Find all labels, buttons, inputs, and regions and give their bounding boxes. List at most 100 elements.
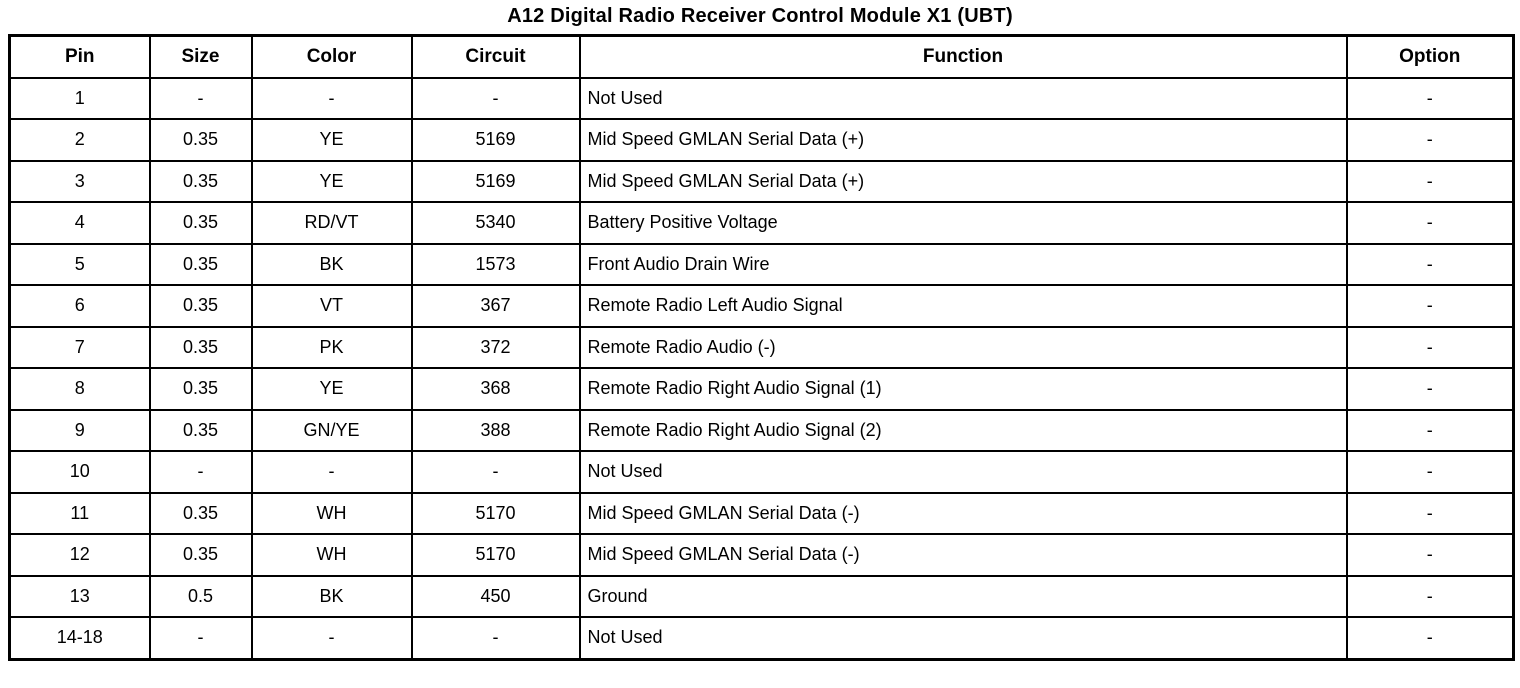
cell-size: 0.35	[148, 491, 253, 535]
cell-size: 0.35	[148, 159, 253, 203]
cell-function: Battery Positive Voltage	[578, 201, 1348, 245]
cell-option: -	[1345, 408, 1515, 452]
cell-color: -	[250, 450, 413, 494]
table-row: 12 0.35 WH 5170 Mid Speed GMLAN Serial D…	[8, 533, 1515, 577]
table-row: 11 0.35 WH 5170 Mid Speed GMLAN Serial D…	[8, 491, 1515, 535]
cell-function: Not Used	[578, 76, 1348, 120]
cell-option: -	[1345, 491, 1515, 535]
cell-circuit: 367	[410, 284, 581, 328]
cell-pin: 13	[8, 574, 151, 618]
cell-function: Mid Speed GMLAN Serial Data (+)	[578, 118, 1348, 162]
col-header-pin: Pin	[8, 34, 151, 79]
cell-size: -	[148, 76, 253, 120]
cell-color: WH	[250, 491, 413, 535]
col-header-color: Color	[250, 34, 413, 79]
cell-pin: 8	[8, 367, 151, 411]
cell-function: Remote Radio Audio (-)	[578, 325, 1348, 369]
cell-pin: 1	[8, 76, 151, 120]
cell-circuit: 5170	[410, 533, 581, 577]
cell-color: -	[250, 76, 413, 120]
cell-function: Not Used	[578, 616, 1348, 660]
cell-size: 0.35	[148, 533, 253, 577]
cell-color: VT	[250, 284, 413, 328]
cell-pin: 5	[8, 242, 151, 286]
cell-color: BK	[250, 574, 413, 618]
cell-function: Mid Speed GMLAN Serial Data (-)	[578, 491, 1348, 535]
cell-option: -	[1345, 76, 1515, 120]
cell-function: Ground	[578, 574, 1348, 618]
col-header-option: Option	[1345, 34, 1515, 79]
cell-function: Mid Speed GMLAN Serial Data (-)	[578, 533, 1348, 577]
cell-pin: 3	[8, 159, 151, 203]
page-title: A12 Digital Radio Receiver Control Modul…	[507, 5, 1013, 27]
col-header-circuit: Circuit	[410, 34, 581, 79]
cell-function: Remote Radio Left Audio Signal	[578, 284, 1348, 328]
header-row: Pin Size Color Circuit Function Option	[8, 34, 1515, 79]
cell-circuit: -	[410, 450, 581, 494]
table-row: 1 - - - Not Used -	[8, 76, 1515, 120]
cell-circuit: 388	[410, 408, 581, 452]
cell-circuit: 5340	[410, 201, 581, 245]
table-row: 5 0.35 BK 1573 Front Audio Drain Wire -	[8, 242, 1515, 286]
cell-pin: 4	[8, 201, 151, 245]
cell-pin: 2	[8, 118, 151, 162]
cell-circuit: -	[410, 616, 581, 660]
table-row: 10 - - - Not Used -	[8, 450, 1515, 494]
cell-pin: 10	[8, 450, 151, 494]
cell-color: WH	[250, 533, 413, 577]
cell-color: YE	[250, 367, 413, 411]
cell-color: RD/VT	[250, 201, 413, 245]
table-row: 2 0.35 YE 5169 Mid Speed GMLAN Serial Da…	[8, 118, 1515, 162]
cell-circuit: 368	[410, 367, 581, 411]
cell-size: -	[148, 616, 253, 660]
cell-size: 0.35	[148, 242, 253, 286]
cell-option: -	[1345, 616, 1515, 660]
cell-pin: 14-18	[8, 616, 151, 660]
cell-color: PK	[250, 325, 413, 369]
cell-pin: 9	[8, 408, 151, 452]
cell-circuit: 5169	[410, 159, 581, 203]
cell-option: -	[1345, 201, 1515, 245]
cell-size: 0.35	[148, 201, 253, 245]
table-row: 8 0.35 YE 368 Remote Radio Right Audio S…	[8, 367, 1515, 411]
table-row: 14-18 - - - Not Used -	[8, 616, 1515, 660]
cell-function: Mid Speed GMLAN Serial Data (+)	[578, 159, 1348, 203]
cell-circuit: -	[410, 76, 581, 120]
table-row: 9 0.35 GN/YE 388 Remote Radio Right Audi…	[8, 408, 1515, 452]
cell-color: YE	[250, 118, 413, 162]
cell-option: -	[1345, 159, 1515, 203]
cell-circuit: 372	[410, 325, 581, 369]
cell-size: 0.35	[148, 408, 253, 452]
table-row: 13 0.5 BK 450 Ground -	[8, 574, 1515, 618]
cell-size: 0.35	[148, 118, 253, 162]
cell-circuit: 1573	[410, 242, 581, 286]
cell-option: -	[1345, 118, 1515, 162]
table-row: 6 0.35 VT 367 Remote Radio Left Audio Si…	[8, 284, 1515, 328]
cell-option: -	[1345, 533, 1515, 577]
cell-color: BK	[250, 242, 413, 286]
cell-color: GN/YE	[250, 408, 413, 452]
cell-function: Remote Radio Right Audio Signal (1)	[578, 367, 1348, 411]
cell-option: -	[1345, 325, 1515, 369]
cell-size: -	[148, 450, 253, 494]
cell-pin: 11	[8, 491, 151, 535]
cell-color: -	[250, 616, 413, 660]
cell-pin: 7	[8, 325, 151, 369]
cell-option: -	[1345, 242, 1515, 286]
cell-circuit: 5169	[410, 118, 581, 162]
col-header-function: Function	[578, 34, 1348, 79]
cell-circuit: 450	[410, 574, 581, 618]
cell-option: -	[1345, 574, 1515, 618]
cell-size: 0.35	[148, 367, 253, 411]
cell-size: 0.35	[148, 284, 253, 328]
pinout-table: Pin Size Color Circuit Function Option 1…	[8, 34, 1515, 661]
col-header-size: Size	[148, 34, 253, 79]
table-row: 7 0.35 PK 372 Remote Radio Audio (-) -	[8, 325, 1515, 369]
table-row: 4 0.35 RD/VT 5340 Battery Positive Volta…	[8, 201, 1515, 245]
cell-circuit: 5170	[410, 491, 581, 535]
cell-pin: 6	[8, 284, 151, 328]
cell-function: Remote Radio Right Audio Signal (2)	[578, 408, 1348, 452]
table-row: 3 0.35 YE 5169 Mid Speed GMLAN Serial Da…	[8, 159, 1515, 203]
cell-option: -	[1345, 450, 1515, 494]
cell-option: -	[1345, 284, 1515, 328]
